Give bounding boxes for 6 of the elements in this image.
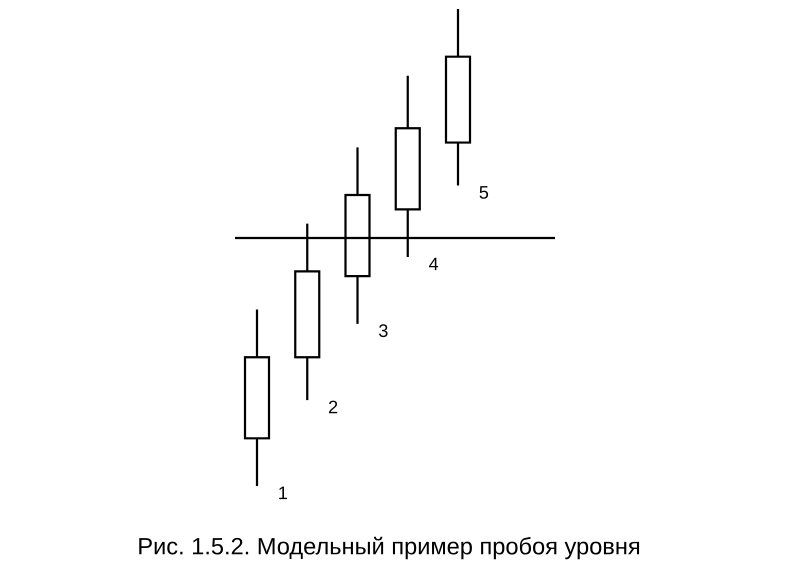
annotation: 2: [328, 400, 338, 414]
annotation: 4: [429, 258, 438, 270]
text: 1: [279, 486, 287, 500]
annotation: 5: [480, 186, 488, 199]
text: Рис. 1.5.2. Модельный пример пробоя уровня: [139, 536, 640, 560]
annotation: 3: [379, 324, 388, 338]
